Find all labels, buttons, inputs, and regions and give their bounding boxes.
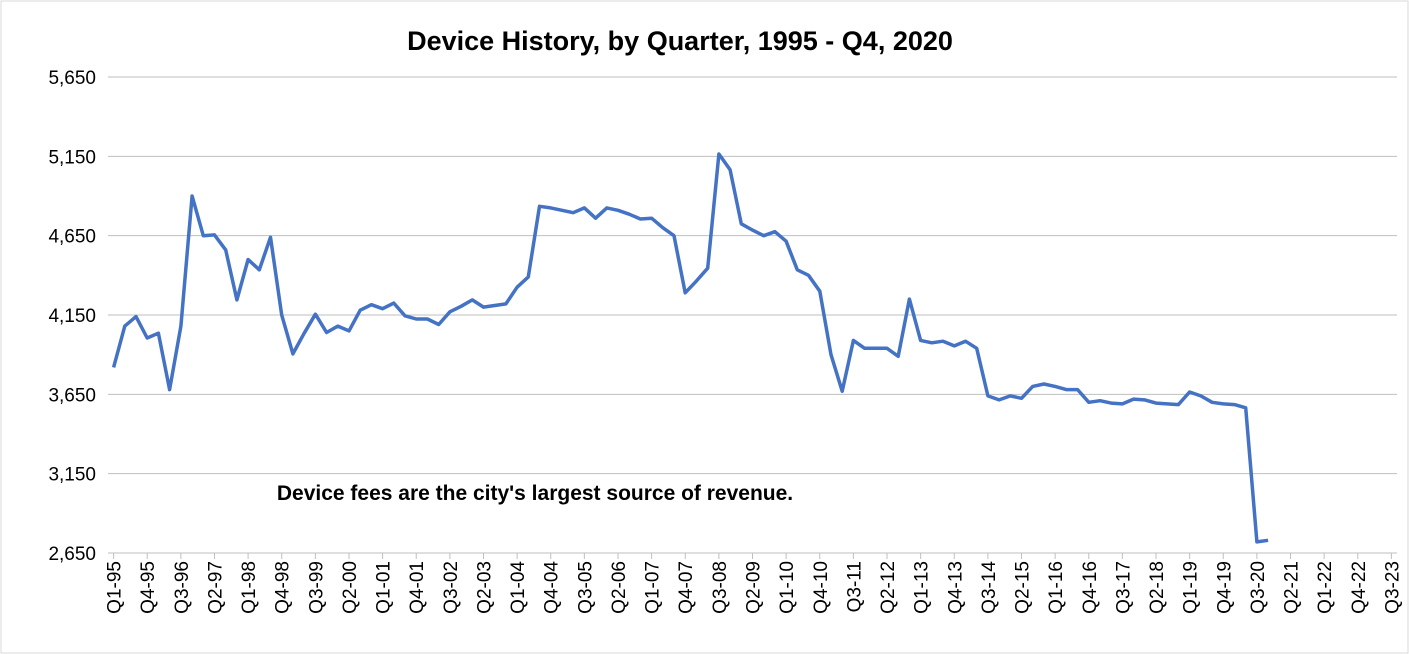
x-tick-label: Q1-98 — [239, 561, 260, 614]
x-tick-label: Q3-99 — [306, 561, 327, 614]
x-tick-label: Q3-23 — [1382, 561, 1403, 614]
x-tick-label: Q1-04 — [508, 561, 529, 614]
x-tick-label: Q2-18 — [1147, 561, 1168, 614]
x-tick-label: Q3-05 — [575, 561, 596, 614]
x-tick-label: Q4-07 — [676, 561, 697, 614]
x-tick-label: Q2-15 — [1013, 561, 1034, 614]
x-tick-label: Q4-22 — [1349, 561, 1370, 614]
series-line — [111, 152, 1269, 544]
x-tick-label: Q4-04 — [542, 561, 563, 614]
x-tick-label: Q1-22 — [1315, 561, 1336, 614]
x-tick-label: Q2-12 — [878, 561, 899, 614]
x-tick-label: Q3-08 — [710, 561, 731, 614]
y-tick-label: 5,650 — [48, 68, 96, 89]
x-tick-label: Q3-17 — [1113, 561, 1134, 614]
annotation: Device fees are the city's largest sourc… — [277, 482, 793, 505]
x-tick-label: Q1-16 — [1046, 561, 1067, 614]
x-tick-label: Q1-13 — [912, 561, 933, 614]
x-tick-label: Q2-09 — [744, 561, 765, 614]
y-tick-label: 4,650 — [48, 227, 96, 248]
x-tick-label: Q2-97 — [205, 561, 226, 614]
x-tick-label: Q4-10 — [811, 561, 832, 614]
y-tick-label: 2,650 — [48, 544, 96, 565]
x-tick-label: Q2-21 — [1282, 561, 1303, 614]
x-tick-label: Q4-19 — [1214, 561, 1235, 614]
x-tick-label: Q3-14 — [979, 561, 1000, 614]
x-tick-label: Q3-11 — [844, 561, 865, 612]
y-tick-label: 5,150 — [48, 147, 96, 168]
x-tick-label: Q1-19 — [1181, 561, 1202, 614]
x-tick-label: Q3-20 — [1248, 561, 1269, 614]
x-tick-label: Q3-96 — [172, 561, 193, 614]
x-tick-label: Q2-03 — [474, 561, 495, 614]
x-tick-label: Q4-16 — [1080, 561, 1101, 614]
y-tick-label: 3,150 — [48, 465, 96, 486]
x-tick-label: Q4-01 — [407, 561, 428, 614]
x-tick-label: Q1-07 — [643, 561, 664, 614]
x-tick-label: Q3-02 — [441, 561, 462, 614]
x-tick-label: Q2-06 — [609, 561, 630, 614]
y-tick-label: 4,150 — [48, 306, 96, 327]
x-tick-label: Q4-95 — [138, 561, 159, 614]
x-tick-label: Q1-01 — [374, 561, 395, 614]
x-tick-label: Q4-13 — [945, 561, 966, 614]
x-tick-label: Q1-10 — [777, 561, 798, 614]
x-tick-label: Q2-00 — [340, 561, 361, 614]
x-tick-label: Q1-95 — [105, 561, 126, 614]
chart-title: Device History, by Quarter, 1995 - Q4, 2… — [407, 26, 953, 56]
x-tick-label: Q4-98 — [273, 561, 294, 614]
y-tick-label: 3,650 — [48, 385, 96, 406]
